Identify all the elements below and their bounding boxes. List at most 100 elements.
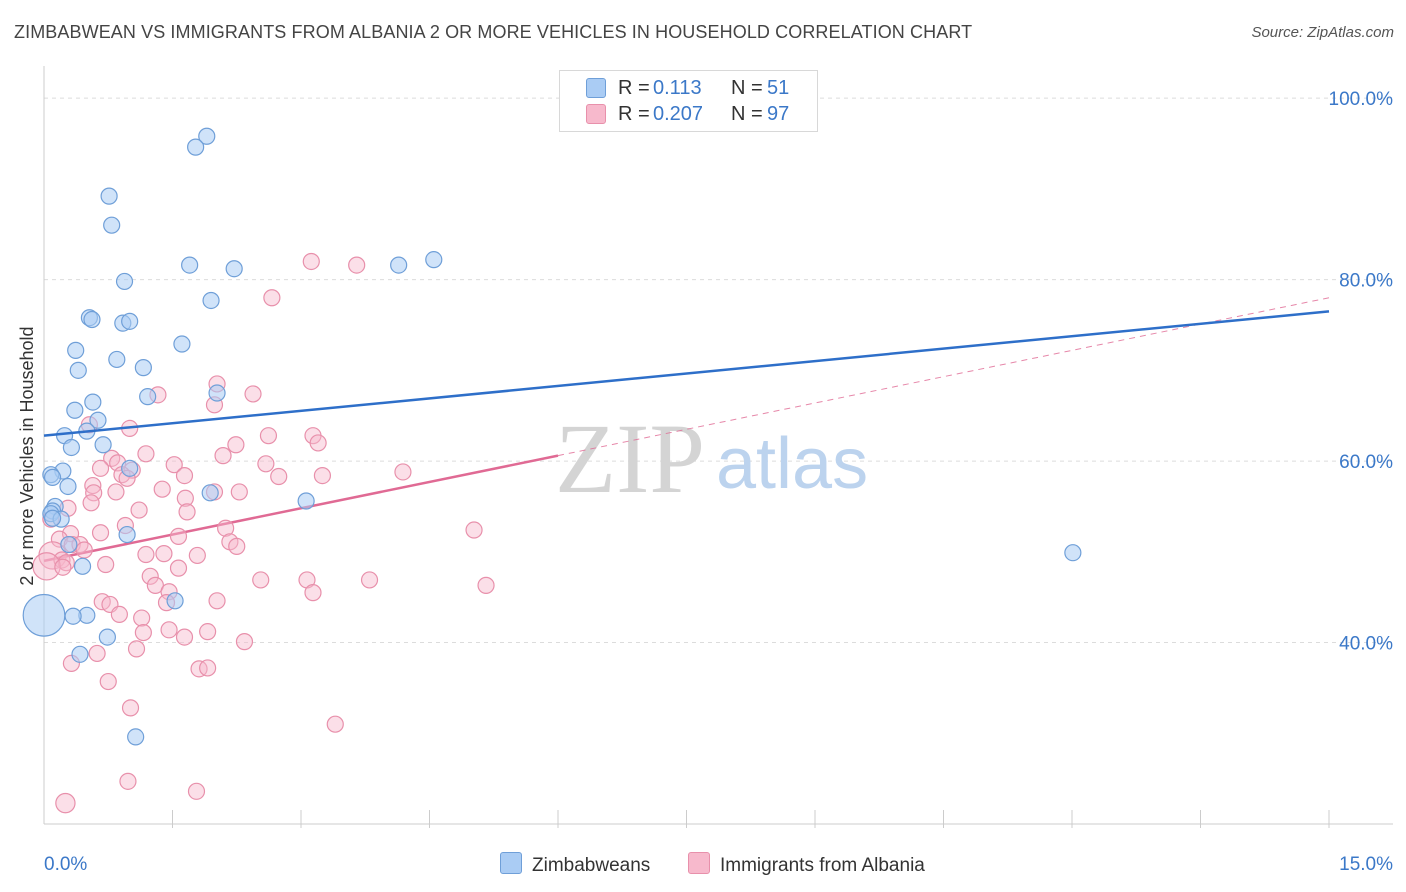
data-point-zimbabweans bbox=[94, 436, 112, 454]
data-point-zimbabweans bbox=[425, 251, 443, 269]
data-point-zimbabweans bbox=[121, 459, 139, 477]
data-point-zimbabweans bbox=[198, 127, 216, 145]
data-point-albania bbox=[176, 489, 194, 507]
data-point-zimbabweans bbox=[134, 359, 152, 377]
legend-n-value: 97 bbox=[767, 103, 790, 125]
data-point-albania bbox=[217, 519, 235, 537]
y-axis-label: 2 or more Vehicles in Household bbox=[17, 326, 37, 585]
data-point-zimbabweans bbox=[187, 138, 205, 156]
legend-r-label: R = bbox=[618, 77, 650, 99]
legend-r-label: R = bbox=[618, 103, 650, 125]
data-point-albania bbox=[165, 456, 183, 474]
data-point-zimbabweans bbox=[59, 477, 77, 496]
data-point-zimbabweans bbox=[43, 509, 62, 527]
data-point-albania bbox=[190, 660, 208, 678]
data-point-albania bbox=[394, 463, 412, 481]
data-point-albania bbox=[309, 434, 327, 452]
data-point-zimbabweans bbox=[139, 388, 157, 406]
data-point-albania bbox=[141, 567, 159, 585]
legend-swatch-blue bbox=[586, 78, 606, 98]
y-tick-label: 80.0% bbox=[1339, 271, 1393, 292]
data-point-albania bbox=[227, 436, 245, 454]
points-zimbabweans bbox=[22, 127, 1082, 746]
data-point-albania bbox=[137, 445, 155, 463]
data-point-zimbabweans bbox=[43, 468, 62, 487]
data-point-zimbabweans bbox=[100, 187, 118, 205]
data-point-zimbabweans bbox=[83, 310, 101, 329]
trend-lines-zimbabweans bbox=[43, 310, 1330, 437]
data-point-albania bbox=[465, 521, 483, 539]
data-point-albania bbox=[155, 545, 173, 563]
trend-lines-albania bbox=[43, 297, 1330, 563]
data-point-zimbabweans bbox=[202, 291, 220, 310]
data-point-albania bbox=[119, 772, 137, 790]
data-point-albania bbox=[178, 503, 196, 521]
data-point-albania bbox=[175, 628, 194, 646]
data-point-zimbabweans bbox=[121, 312, 139, 330]
y-tick-label: 40.0% bbox=[1339, 634, 1393, 655]
bottom-legend-zimbabweans: Zimbabweans bbox=[500, 852, 650, 876]
data-point-albania bbox=[121, 699, 140, 717]
tick-labels: 100.0% 80.0% 60.0% 40.0% 0.0% 15.0% bbox=[44, 89, 1393, 875]
legend-r-value: 0.207 bbox=[653, 103, 704, 125]
data-point-zimbabweans bbox=[201, 484, 219, 502]
data-point-zimbabweans bbox=[98, 628, 116, 646]
data-point-albania bbox=[187, 782, 206, 800]
watermark: ZIP atlas bbox=[555, 403, 868, 514]
y-tick-label: 100.0% bbox=[1329, 89, 1394, 110]
data-point-albania bbox=[84, 476, 102, 495]
data-point-albania bbox=[263, 289, 281, 307]
data-point-zimbabweans bbox=[108, 350, 126, 369]
y-tick-label: 60.0% bbox=[1339, 452, 1393, 473]
legend-swatch-pink bbox=[586, 104, 606, 124]
data-point-zimbabweans bbox=[173, 335, 191, 353]
data-point-albania bbox=[313, 466, 332, 485]
data-point-albania bbox=[199, 659, 217, 677]
data-point-zimbabweans bbox=[225, 260, 243, 278]
data-point-albania bbox=[244, 385, 262, 403]
data-point-zimbabweans bbox=[1064, 544, 1082, 562]
data-point-zimbabweans bbox=[127, 728, 145, 746]
data-point-zimbabweans bbox=[62, 438, 81, 457]
data-point-zimbabweans bbox=[84, 393, 102, 411]
data-point-zimbabweans bbox=[67, 341, 85, 359]
data-point-zimbabweans bbox=[66, 401, 84, 419]
data-point-albania bbox=[88, 644, 106, 663]
data-point-albania bbox=[199, 623, 217, 641]
x-tick-label: 15.0% bbox=[1339, 854, 1393, 875]
legend-n-label: N = bbox=[731, 103, 763, 125]
data-point-albania bbox=[235, 633, 254, 651]
data-point-albania bbox=[133, 609, 151, 627]
data-point-albania bbox=[175, 466, 194, 485]
data-point-albania bbox=[169, 527, 188, 545]
data-point-albania bbox=[91, 459, 110, 477]
data-point-albania bbox=[477, 576, 495, 594]
data-point-zimbabweans bbox=[73, 557, 92, 575]
data-point-albania bbox=[326, 715, 344, 733]
data-point-zimbabweans bbox=[71, 645, 89, 663]
bottom-legend-swatch-blue bbox=[500, 852, 522, 874]
data-point-zimbabweans bbox=[69, 361, 87, 379]
data-point-albania bbox=[85, 484, 103, 502]
data-point-zimbabweans bbox=[103, 216, 121, 234]
bottom-legend-swatch-pink bbox=[688, 852, 710, 874]
bottom-legend-label: Zimbabweans bbox=[532, 855, 651, 876]
data-point-albania bbox=[160, 621, 178, 639]
data-point-albania bbox=[208, 592, 226, 610]
data-point-albania bbox=[75, 541, 93, 559]
x-tick-label: 0.0% bbox=[44, 854, 87, 875]
legend-n-label: N = bbox=[731, 77, 763, 99]
data-point-zimbabweans bbox=[22, 593, 66, 637]
data-point-albania bbox=[91, 524, 110, 542]
data-point-zimbabweans bbox=[115, 272, 134, 291]
data-point-albania bbox=[348, 256, 366, 274]
data-point-zimbabweans bbox=[89, 411, 107, 429]
data-point-albania bbox=[252, 571, 270, 589]
bottom-legend-albania: Immigrants from Albania bbox=[688, 852, 925, 876]
data-point-albania bbox=[107, 483, 125, 501]
data-point-zimbabweans bbox=[60, 535, 78, 554]
data-point-albania bbox=[32, 552, 61, 581]
data-point-albania bbox=[304, 584, 322, 602]
legend-r-value: 0.113 bbox=[653, 77, 702, 99]
